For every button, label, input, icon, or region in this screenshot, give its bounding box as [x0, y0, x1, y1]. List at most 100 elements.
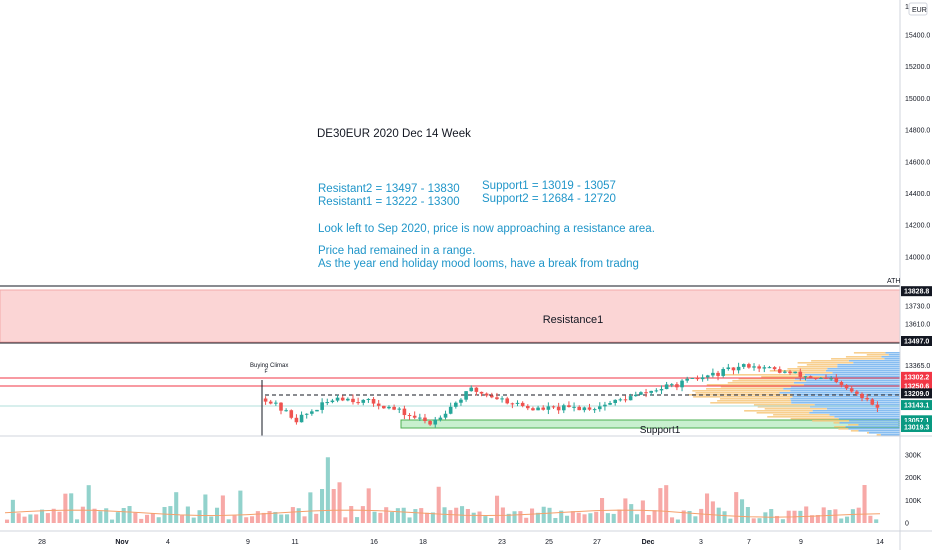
candle-body	[608, 402, 612, 405]
currency-prefix: 1	[905, 4, 909, 11]
candle-body	[351, 398, 355, 403]
profile-bar-up	[834, 416, 900, 418]
candle-body	[382, 405, 386, 409]
candle-body	[644, 392, 648, 394]
profile-bar-down	[757, 406, 810, 408]
candle-body	[597, 406, 602, 410]
volume-bar	[115, 512, 120, 523]
candle-body	[747, 364, 751, 368]
profile-bar-up	[858, 430, 900, 432]
profile-bar-down	[787, 368, 828, 370]
profile-bar-up	[838, 418, 900, 420]
profile-bar-up	[791, 402, 900, 404]
candle-body	[531, 408, 535, 411]
profile-bar-up	[783, 388, 900, 390]
volume-bar	[693, 516, 698, 523]
candle-body	[875, 404, 880, 408]
price-badge	[901, 381, 932, 391]
candle-body	[376, 403, 381, 406]
price-badge	[901, 400, 932, 411]
volume-bar	[40, 509, 45, 523]
price-tick-label: 14200.0	[905, 223, 930, 230]
profile-bar-up	[804, 374, 900, 376]
annotation-support2: Support2 = 12684 - 12720	[482, 193, 616, 205]
volume-bar	[45, 513, 50, 523]
volume-bar	[734, 492, 739, 523]
volume-bar	[763, 512, 768, 523]
profile-bar-up	[814, 404, 900, 406]
candle-body	[572, 406, 576, 408]
candle-body	[454, 402, 458, 407]
candle-body	[860, 393, 864, 399]
volume-bar	[670, 517, 675, 523]
volume-bar	[121, 507, 126, 523]
profile-bar-down	[717, 400, 792, 402]
price-badge	[901, 286, 932, 297]
profile-bar-up	[869, 432, 900, 434]
candle-body	[855, 391, 859, 394]
volume-bar	[366, 488, 371, 523]
candle-body	[716, 372, 720, 376]
candle-body	[536, 407, 540, 411]
profile-bar-up	[884, 358, 900, 360]
volume-bar	[722, 511, 727, 523]
candle-body	[330, 400, 335, 403]
volume-bar	[565, 515, 570, 523]
volume-bar	[845, 516, 850, 523]
profile-bar-down	[706, 388, 784, 390]
volume-bar	[395, 508, 400, 523]
candle-body	[603, 404, 607, 407]
candle-body	[639, 392, 643, 395]
profile-bar-down	[850, 430, 859, 432]
level-lines-layer	[0, 285, 900, 436]
candle-body	[824, 377, 828, 379]
candle-body	[777, 369, 782, 373]
volume-bar	[530, 508, 535, 523]
candle-body	[541, 407, 546, 410]
candle-body	[711, 372, 715, 376]
profile-bar-down	[695, 392, 780, 394]
volume-bar	[290, 507, 295, 523]
profile-bar-up	[858, 424, 900, 426]
time-tick-label: Dec	[642, 539, 655, 546]
buying-climax-tag: F	[264, 369, 267, 375]
volume-bar	[209, 516, 214, 523]
price-badge-label: 13209.0	[904, 391, 929, 398]
profile-bar-down	[797, 366, 838, 368]
volume-bar	[769, 509, 774, 523]
candle-body	[659, 389, 664, 391]
candle-body	[397, 408, 402, 410]
profile-bar-down	[706, 384, 805, 386]
candle-body	[299, 414, 304, 423]
price-badge-label: 13250.6	[904, 384, 929, 391]
profile-bar-up	[881, 356, 900, 358]
profile-bar-down	[764, 408, 827, 410]
candle-body	[675, 384, 679, 388]
volume-profile	[688, 352, 900, 436]
candle-body	[741, 364, 746, 367]
volume-bar	[477, 511, 482, 523]
volume-bar	[419, 508, 424, 523]
volume-bar	[302, 516, 307, 523]
volume-bar	[232, 515, 237, 523]
volume-bar	[86, 485, 91, 523]
profile-bar-up	[792, 396, 900, 398]
candle-body	[577, 406, 582, 411]
volume-bar	[220, 495, 225, 523]
ath-label: ATH	[887, 278, 900, 285]
volume-bar	[850, 509, 855, 523]
time-tick-label: 3	[699, 539, 703, 546]
price-badge-label: 13828.8	[904, 289, 929, 296]
volume-bar	[780, 519, 785, 523]
volume-bar	[63, 493, 68, 523]
candle-body	[664, 384, 669, 390]
volume-bars	[4, 457, 881, 523]
candle-body	[412, 415, 417, 418]
candle-body	[690, 377, 695, 379]
candle-body	[289, 410, 294, 418]
profile-bar-up	[829, 414, 900, 416]
volume-bar	[127, 506, 132, 523]
candle-body	[582, 407, 587, 411]
candle-body	[803, 376, 808, 378]
